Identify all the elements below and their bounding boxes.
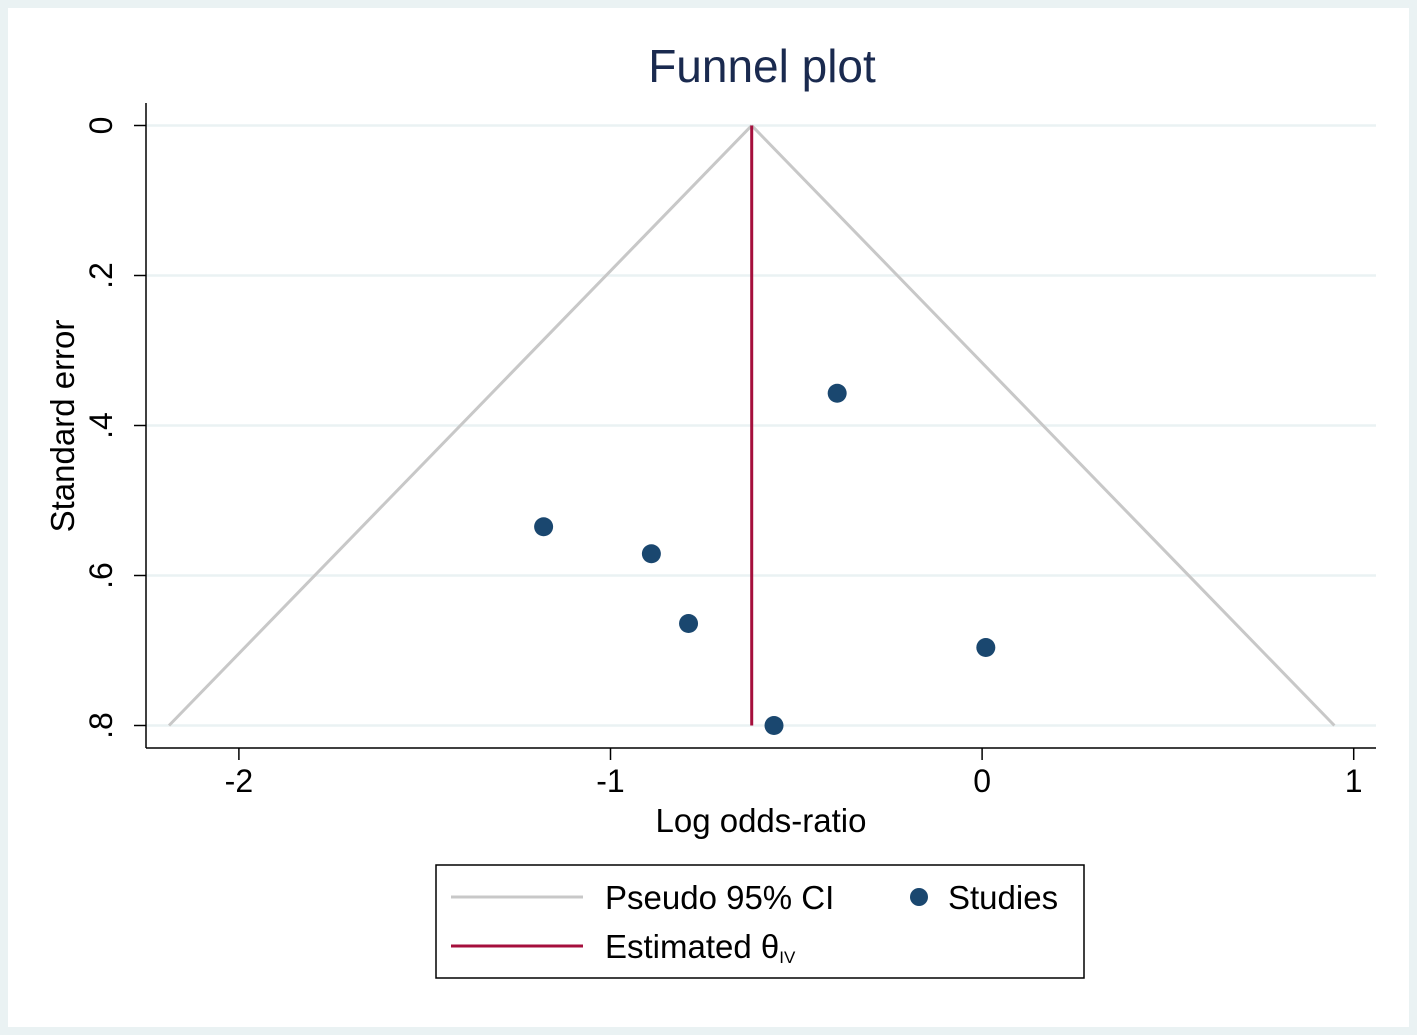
legend-estimate-label: Estimated θIV	[605, 928, 796, 967]
chart-title: Funnel plot	[648, 40, 876, 92]
y-tick-label: .2	[83, 262, 119, 289]
study-point	[976, 638, 996, 657]
y-tick-label: .6	[83, 562, 119, 589]
pseudo-ci-funnel	[167, 124, 1336, 727]
y-tick-label: .4	[83, 412, 119, 439]
study-point	[764, 716, 784, 735]
study-point	[534, 517, 554, 537]
ci-line-right	[750, 124, 1336, 727]
legend-ci-label: Pseudo 95% CI	[605, 879, 834, 916]
y-axis-label: Standard error	[44, 320, 81, 533]
study-point	[679, 614, 699, 633]
x-tick-label: -2	[225, 763, 253, 799]
legend-box	[435, 864, 1085, 979]
legend-estimate-main: Estimated θ	[605, 928, 779, 965]
x-axis-ticks: -2 -1 0 1	[225, 748, 1363, 799]
x-tick-label: -1	[596, 763, 624, 799]
grid-lines	[146, 124, 1376, 727]
x-axis-label: Log odds-ratio	[656, 802, 867, 839]
legend-studies-label: Studies	[948, 879, 1058, 916]
x-tick-label: 1	[1345, 763, 1363, 799]
legend: Pseudo 95% CI Studies Estimated θIV	[435, 864, 1085, 979]
ci-line-left	[167, 124, 753, 727]
study-point	[827, 383, 847, 403]
study-points	[534, 383, 996, 735]
y-tick-label: .8	[83, 712, 119, 739]
y-tick-label: 0	[83, 117, 119, 135]
y-axis-ticks: 0 .2 .4 .6 .8	[83, 117, 146, 739]
study-point	[641, 544, 661, 564]
legend-studies-marker	[910, 888, 928, 906]
x-tick-label: 0	[973, 763, 991, 799]
legend-estimate-subscript: IV	[779, 948, 796, 967]
